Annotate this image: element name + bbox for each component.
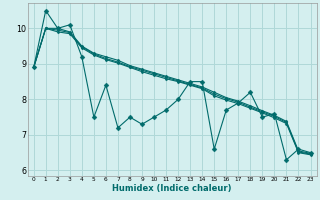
X-axis label: Humidex (Indice chaleur): Humidex (Indice chaleur) — [112, 184, 232, 193]
